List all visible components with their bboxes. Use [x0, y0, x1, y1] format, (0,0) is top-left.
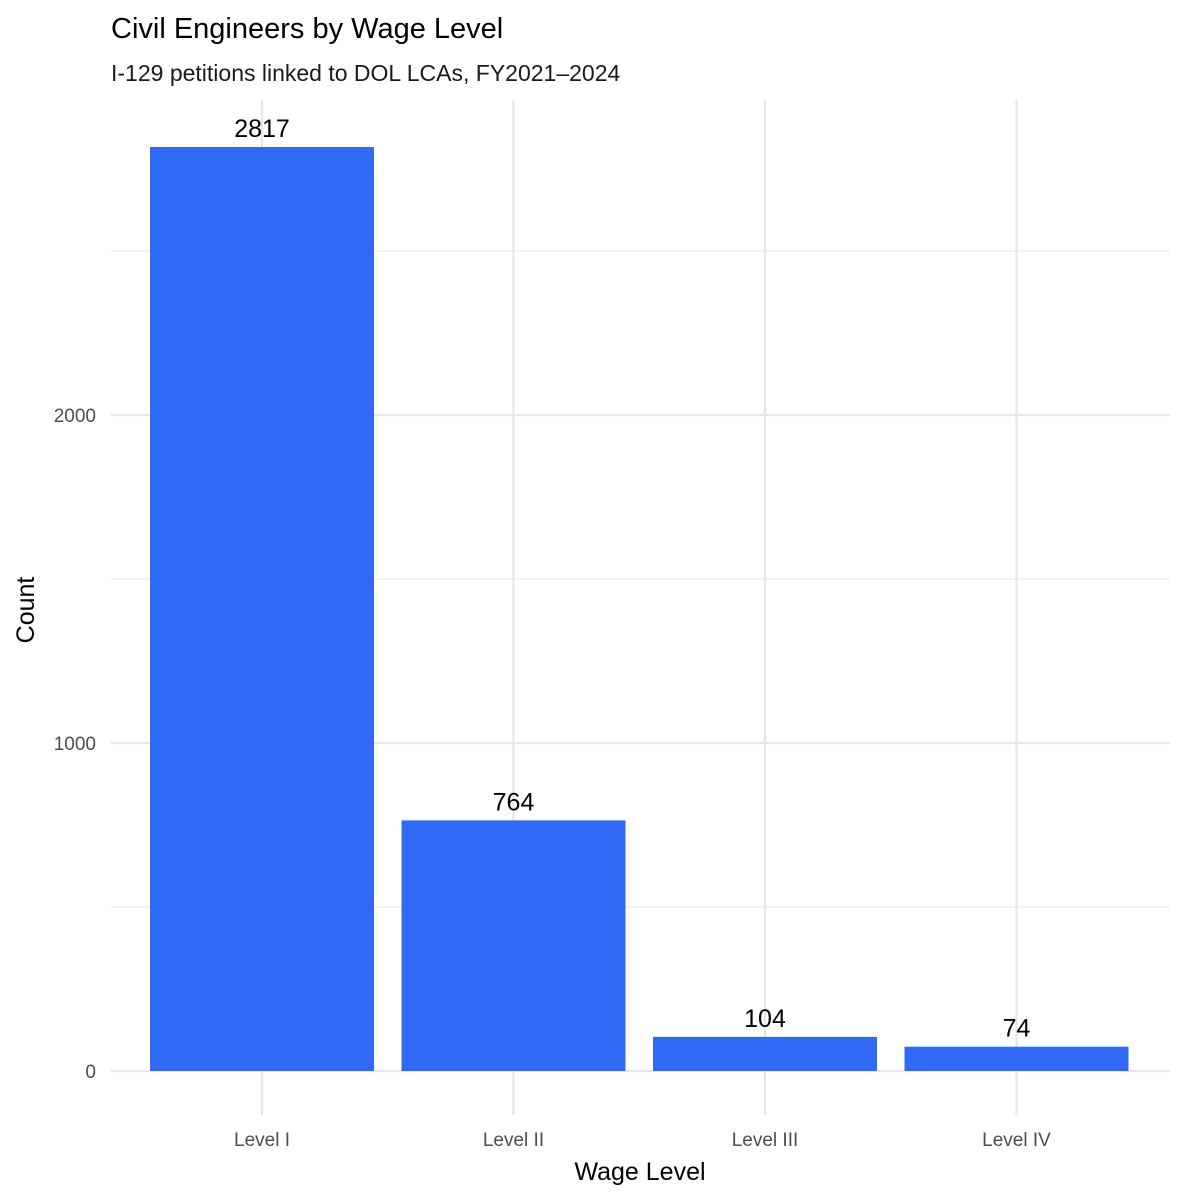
data-label: 2817: [234, 115, 290, 143]
bar: [401, 820, 626, 1071]
x-tick-label: Level III: [732, 1130, 799, 1151]
data-label: 74: [1003, 1015, 1031, 1043]
chart-subtitle: I-129 petitions linked to DOL LCAs, FY20…: [111, 60, 620, 86]
y-tick-label: 2000: [54, 406, 96, 427]
chart-title: Civil Engineers by Wage Level: [111, 13, 503, 45]
x-axis-ticks: Level I Level II Level III Level IV: [234, 1130, 1051, 1151]
y-axis-title: Count: [12, 577, 40, 644]
bar: [904, 1046, 1129, 1071]
x-axis-title: Wage Level: [574, 1158, 705, 1186]
y-tick-label: 0: [85, 1062, 96, 1083]
y-axis-ticks: 0 1000 2000: [54, 406, 96, 1083]
bar: [653, 1036, 877, 1071]
data-labels: 2817 764 104 74: [234, 115, 1030, 1043]
data-label: 104: [744, 1005, 786, 1033]
data-label: 764: [493, 788, 535, 816]
y-tick-label: 1000: [54, 734, 96, 755]
bar: [150, 147, 374, 1072]
bars: [150, 147, 1129, 1072]
x-tick-label: Level II: [483, 1130, 544, 1151]
x-tick-label: Level I: [234, 1130, 290, 1151]
x-tick-label: Level IV: [982, 1130, 1051, 1151]
